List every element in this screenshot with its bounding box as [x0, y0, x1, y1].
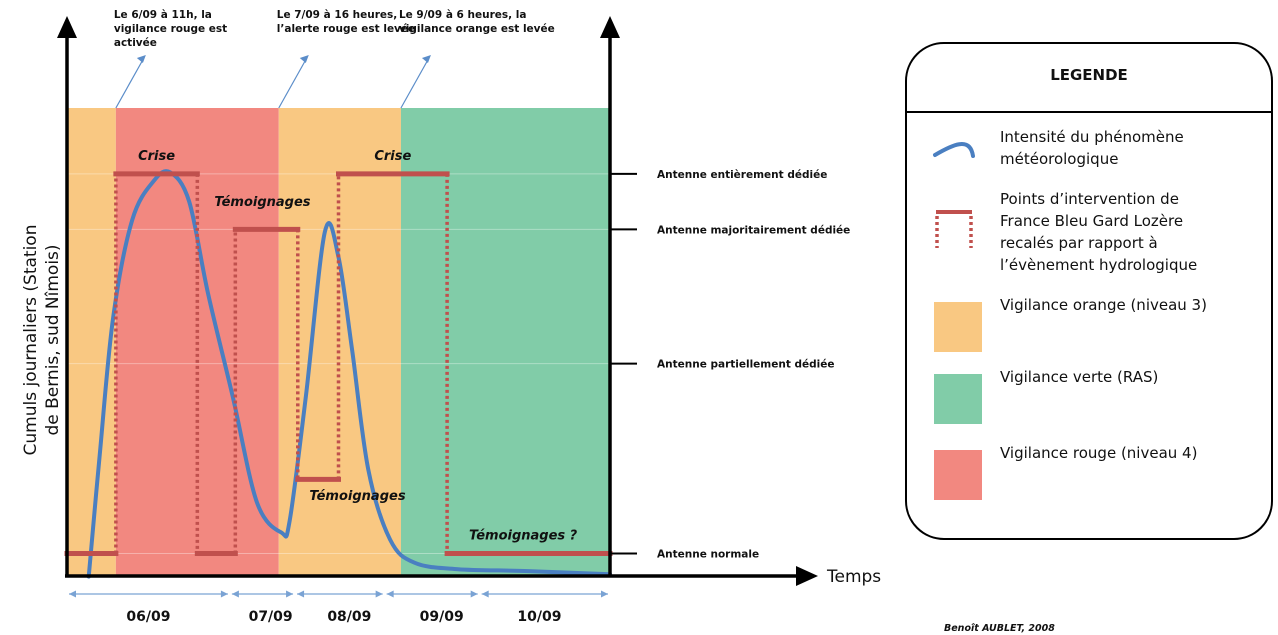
date-label-1: 07/09 — [249, 609, 293, 625]
date-label-4: 10/09 — [517, 609, 561, 625]
phase-label-1: Témoignages — [214, 195, 310, 210]
event-annotation-2-line-0: Le 9/09 à 6 heures, la — [399, 9, 527, 21]
level-label-2: Antenne partiellement dédiée — [657, 359, 835, 371]
legend-item-1-line-1: France Bleu Gard Lozère — [1000, 212, 1183, 230]
event-arrowhead-2 — [421, 55, 431, 63]
event-annotations: Le 6/09 à 11h, la vigilance rouge est acti… — [114, 9, 555, 109]
phase-labels: Crise Témoignages Crise Témoignages Témoigna… — [138, 149, 578, 544]
phase-label-4: Témoignages ? — [469, 529, 578, 544]
vigilance-band-orange-2 — [278, 108, 401, 575]
event-annotation-0-line-2: activée — [114, 37, 157, 49]
event-annotation-0-line-0: Le 6/09 à 11h, la — [114, 9, 212, 21]
event-arrowhead-0 — [136, 55, 146, 63]
legend-curve-symbol — [933, 142, 975, 158]
event-annotation-1-line-0: Le 7/09 à 16 heures, — [277, 9, 398, 21]
event-annotation-2-line-1: vigilance orange est levée — [399, 23, 555, 35]
event-annotation-0-line-1: vigilance rouge est — [114, 23, 227, 35]
intervention-layer — [64, 171, 613, 556]
legend-item-0: Intensité du phénomène météorologique — [1000, 128, 1184, 168]
date-span-right-head-1 — [286, 590, 294, 598]
vigilance-band-orange-0 — [67, 108, 116, 575]
legend-item-1: Points d’intervention de France Bleu Gard… — [1000, 190, 1197, 274]
vigilance-bands — [67, 108, 610, 575]
date-span-left-head-2 — [297, 590, 305, 598]
y-axis-label-line-0: Cumuls journaliers (Station — [21, 225, 41, 456]
date-span-right-head-3 — [470, 590, 478, 598]
intensity-curve — [86, 169, 612, 579]
legend-item-3: Vigilance verte (RAS) — [1000, 368, 1158, 386]
y-axis-label-line-1: de Bernis, sud Nîmois) — [43, 244, 63, 435]
date-span-left-head-1 — [231, 590, 239, 598]
axes — [57, 16, 818, 586]
x-axis-arrow — [796, 566, 818, 586]
phase-label-2: Crise — [374, 149, 411, 164]
phase-label-3: Témoignages — [309, 489, 405, 504]
legend-box — [905, 42, 1273, 540]
event-annotation-1-line-1: l’alerte rouge est levée — [277, 23, 415, 35]
date-span-right-head-2 — [375, 590, 383, 598]
legend-swatch-3 — [934, 374, 982, 424]
legend-item-1-line-3: l’évènement hydrologique — [1000, 256, 1197, 274]
legend-item-2-line-0: Vigilance orange (niveau 3) — [1000, 296, 1207, 314]
level-labels: Antenne entièrement dédiée Antenne majori… — [610, 169, 850, 560]
legend-item-1-line-2: recalés par rapport à — [1000, 234, 1158, 252]
date-span-right-head-4 — [601, 590, 608, 598]
event-annotation-0: Le 6/09 à 11h, la vigilance rouge est acti… — [114, 9, 227, 49]
legend-item-4-line-0: Vigilance rouge (niveau 4) — [1000, 444, 1197, 462]
event-annotation-2: Le 9/09 à 6 heures, la vigilance orange e… — [399, 9, 555, 35]
phase-label-0: Crise — [138, 149, 175, 164]
y-axis-label: Cumuls journaliers (Station de Bernis, su… — [21, 225, 63, 456]
date-label-3: 09/09 — [420, 609, 464, 625]
legend: LEGENDE Intensité du phénomène météorologi… — [905, 42, 1273, 540]
event-arrow-2 — [400, 57, 430, 109]
legend-item-4: Vigilance rouge (niveau 4) — [1000, 444, 1197, 462]
legend-swatch-2 — [934, 302, 982, 352]
date-span-left-head-4 — [481, 590, 489, 598]
level-label-3: Antenne normale — [657, 548, 759, 560]
level-label-1: Antenne majoritairement dédiée — [657, 224, 850, 236]
level-label-0: Antenne entièrement dédiée — [657, 169, 827, 181]
legend-title: LEGENDE — [1050, 66, 1128, 84]
date-span-left-head-0 — [69, 590, 76, 598]
date-span-right-head-0 — [220, 590, 228, 598]
event-arrow-1 — [278, 57, 308, 109]
event-arrow-0 — [115, 57, 145, 109]
legend-item-2: Vigilance orange (niveau 3) — [1000, 296, 1207, 314]
y-axis-left-arrow — [57, 16, 77, 38]
legend-item-0-line-1: météorologique — [1000, 150, 1118, 168]
misc-labels: Temps Cumuls journaliers (Station de Berni… — [21, 225, 1055, 634]
x-axis-label: Temps — [826, 567, 881, 587]
event-annotation-1: Le 7/09 à 16 heures, l’alerte rouge est l… — [277, 9, 415, 35]
legend-item-1-line-0: Points d’intervention de — [1000, 190, 1179, 208]
intensity-curve-layer — [86, 169, 612, 579]
date-label-2: 08/09 — [327, 609, 371, 625]
date-span-left-head-3 — [386, 590, 394, 598]
vigilance-band-verte-3 — [400, 108, 610, 575]
credit-label: Benoît AUBLET, 2008 — [944, 623, 1055, 634]
legend-swatch-4 — [934, 450, 982, 500]
legend-item-3-line-0: Vigilance verte (RAS) — [1000, 368, 1158, 386]
event-arrowhead-1 — [299, 55, 309, 63]
date-axis: 06/09 07/09 08/09 09/09 10/09 — [69, 590, 608, 625]
date-label-0: 06/09 — [126, 609, 170, 625]
legend-item-0-line-0: Intensité du phénomène — [1000, 128, 1184, 146]
y-axis-right-arrow — [600, 16, 620, 38]
